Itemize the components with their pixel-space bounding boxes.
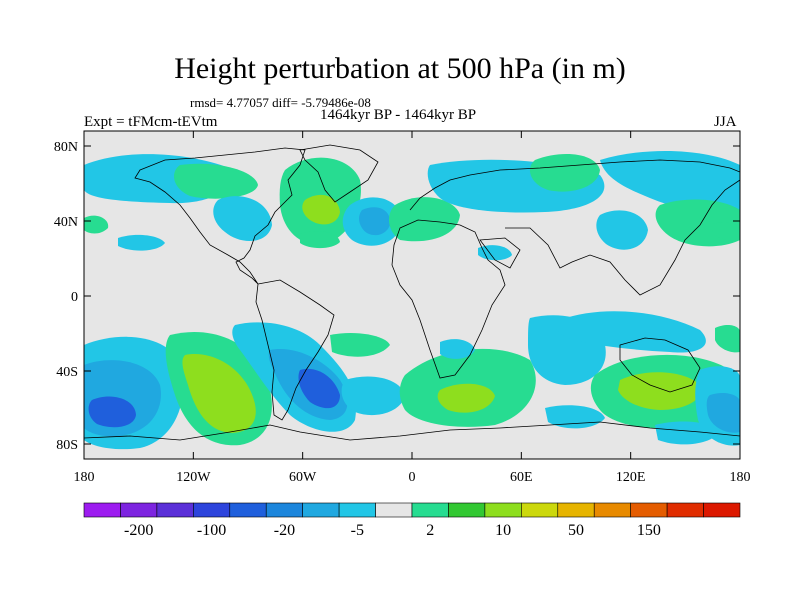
season-label: JJA [714, 114, 737, 130]
anomaly-region [437, 383, 495, 413]
coastline-europe [409, 159, 740, 211]
experiment-label: Expt = tFMcm-tEVtm [84, 114, 218, 130]
colorbar-swatch [557, 502, 595, 518]
colorbar-label: -200 [124, 522, 153, 539]
coastlines [84, 144, 740, 441]
anomaly-region [596, 210, 648, 250]
coastline-antarctica [84, 421, 740, 441]
anomaly-region [618, 372, 701, 410]
colorbar: -200 -100 -20 -5 2 10 50 150 [83, 502, 741, 539]
x-axis: 180 120W 60W 0 60E 120E 180 [74, 131, 751, 485]
y-tick-label: 40S [56, 365, 78, 380]
anomaly-region [118, 234, 165, 251]
anomaly-region [712, 222, 740, 241]
anomaly-region [213, 196, 272, 242]
anomaly-region [330, 333, 390, 357]
x-tick-label: 180 [730, 470, 751, 485]
y-tick-label: 80N [54, 140, 78, 155]
colorbar-swatch [521, 502, 559, 518]
coastline-north-america [134, 147, 306, 285]
anomaly-region [440, 339, 475, 359]
coastline-south-america [255, 279, 335, 421]
anomaly-region [182, 354, 256, 433]
colorbar-swatch [484, 502, 522, 518]
colorbar-swatch [411, 502, 449, 518]
colorbar-label: -5 [351, 522, 364, 539]
stats-subtitle: rmsd= 4.77057 diff= -5.79486e-08 [190, 95, 371, 110]
coastline-africa [391, 219, 506, 379]
colorbar-swatch [593, 502, 631, 518]
x-tick-label: 180 [74, 470, 95, 485]
colorbar-swatch [229, 502, 267, 518]
colorbar-swatch [83, 502, 121, 518]
x-tick-label: 120W [176, 470, 211, 485]
colorbar-swatch [666, 502, 704, 518]
colorbar-label: 10 [495, 522, 511, 539]
anomaly-region [529, 154, 600, 192]
colorbar-label: 50 [568, 522, 584, 539]
coastline-arabia [479, 237, 521, 269]
anomaly-region [300, 231, 340, 249]
anomaly-region [359, 207, 391, 236]
colorbar-label: 2 [426, 522, 434, 539]
colorbar-swatch [448, 502, 486, 518]
plot-area [83, 130, 741, 460]
x-tick-label: 60E [510, 470, 533, 485]
coastline-australia [619, 337, 701, 393]
anomaly-field [84, 150, 740, 450]
colorbar-swatch [630, 502, 668, 518]
colorbar-swatch [156, 502, 194, 518]
y-tick-label: 0 [71, 290, 78, 305]
y-axis: 80N 40N 0 40S 80S [54, 140, 740, 453]
period-subtitle: 1464kyr BP - 1464kyr BP [320, 107, 477, 123]
anomaly-region [174, 163, 258, 199]
colorbar-swatch [120, 502, 158, 518]
anomaly-region [715, 325, 740, 353]
colorbar-swatch [265, 502, 303, 518]
anomaly-region [88, 396, 136, 428]
colorbar-label: 150 [637, 522, 661, 539]
anomaly-region [706, 392, 740, 433]
colorbar-swatch [375, 502, 413, 518]
colorbar-label: -100 [197, 522, 226, 539]
y-tick-label: 40N [54, 215, 78, 230]
anomaly-region [341, 376, 405, 416]
anomaly-region [555, 311, 706, 353]
coastline-asia [505, 179, 740, 296]
colorbar-swatch [338, 502, 376, 518]
anomaly-region [600, 150, 740, 212]
anomaly-region [655, 421, 720, 445]
anomaly-region [302, 194, 340, 225]
y-tick-label: 80S [56, 438, 78, 453]
colorbar-swatch [703, 502, 741, 518]
anomaly-region [298, 368, 340, 409]
colorbar-swatch [193, 502, 231, 518]
anomaly-region [388, 197, 460, 242]
colorbar-label: -20 [274, 522, 295, 539]
x-tick-label: 120E [616, 470, 646, 485]
x-tick-label: 0 [409, 470, 416, 485]
anomaly-region [84, 215, 109, 234]
map-title: Height perturbation at 500 hPa (in m) [174, 52, 626, 85]
x-tick-label: 60W [289, 470, 317, 485]
colorbar-swatch [302, 502, 340, 518]
coastline-greenland [299, 144, 379, 203]
